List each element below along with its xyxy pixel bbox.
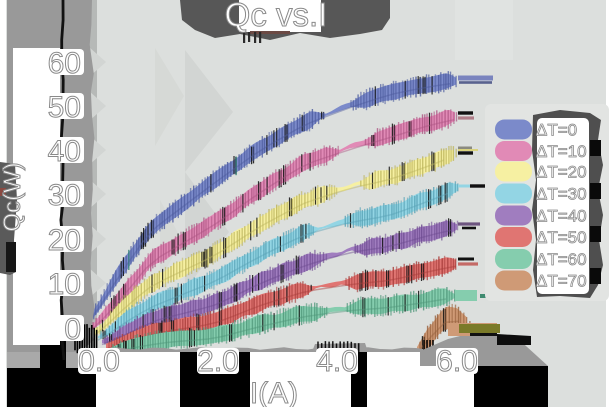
svg-text:I(A): I(A)	[250, 377, 298, 407]
svg-text:50: 50	[48, 91, 81, 124]
svg-text:ΔT=40: ΔT=40	[536, 207, 587, 226]
svg-text:ΔT=0: ΔT=0	[536, 121, 577, 140]
svg-text:Qc vs.I: Qc vs.I	[225, 0, 328, 33]
svg-text:30: 30	[48, 179, 81, 212]
svg-text:40: 40	[48, 135, 81, 168]
svg-text:10: 10	[48, 268, 81, 301]
svg-text:Qc(W): Qc(W)	[0, 162, 26, 231]
svg-text:60: 60	[48, 47, 81, 80]
svg-text:ΔT=70: ΔT=70	[536, 272, 587, 291]
svg-text:ΔT=60: ΔT=60	[536, 250, 587, 269]
svg-text:ΔT=30: ΔT=30	[536, 185, 587, 204]
svg-text:ΔT=20: ΔT=20	[536, 163, 587, 182]
svg-text:ΔT=50: ΔT=50	[536, 228, 587, 247]
svg-text:0: 0	[64, 313, 81, 346]
svg-text:6.0: 6.0	[436, 345, 478, 378]
svg-text:ΔT=10: ΔT=10	[536, 142, 587, 161]
svg-text:2.0: 2.0	[197, 345, 239, 378]
svg-text:4.0: 4.0	[316, 345, 358, 378]
svg-text:0.0: 0.0	[78, 345, 120, 378]
svg-text:20: 20	[48, 224, 81, 257]
